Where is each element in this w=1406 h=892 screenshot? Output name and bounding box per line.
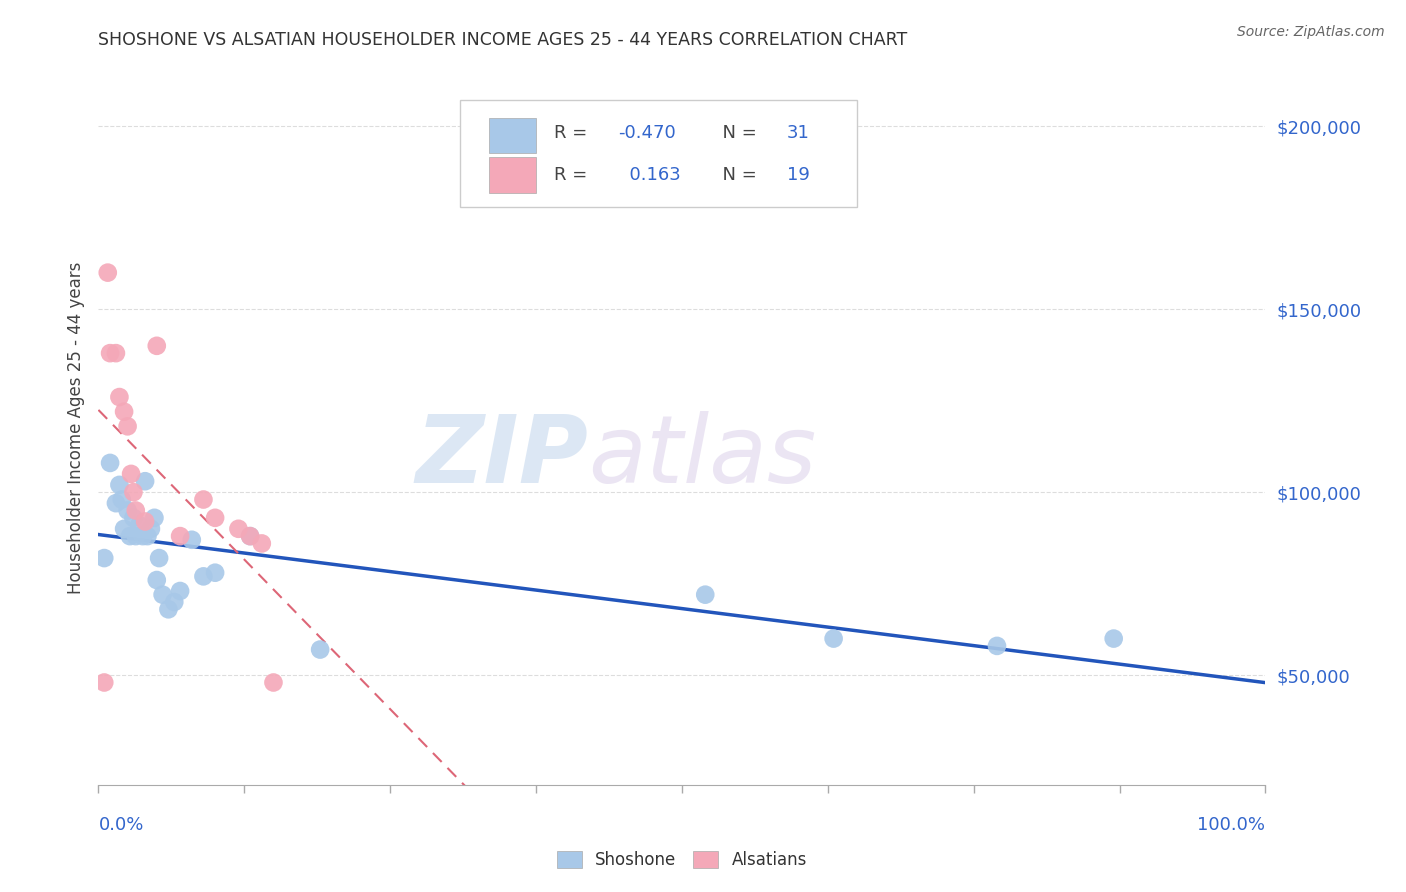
Point bbox=[111, 492, 134, 507]
Point bbox=[132, 529, 155, 543]
Point bbox=[93, 551, 115, 566]
Point bbox=[146, 573, 169, 587]
FancyBboxPatch shape bbox=[489, 157, 536, 193]
Point bbox=[139, 522, 162, 536]
Point bbox=[180, 533, 202, 547]
Point bbox=[125, 529, 148, 543]
Text: 100.0%: 100.0% bbox=[1198, 816, 1265, 834]
Point bbox=[112, 405, 135, 419]
Point bbox=[239, 529, 262, 543]
Point bbox=[169, 584, 191, 599]
Text: SHOSHONE VS ALSATIAN HOUSEHOLDER INCOME AGES 25 - 44 YEARS CORRELATION CHART: SHOSHONE VS ALSATIAN HOUSEHOLDER INCOME … bbox=[98, 31, 908, 49]
Point bbox=[120, 467, 142, 481]
Text: ZIP: ZIP bbox=[416, 410, 589, 503]
Point bbox=[98, 456, 121, 470]
Point bbox=[228, 522, 250, 536]
Text: N =: N = bbox=[711, 125, 762, 143]
Point bbox=[204, 566, 226, 580]
Point bbox=[122, 485, 145, 500]
Point bbox=[112, 522, 135, 536]
Text: Source: ZipAtlas.com: Source: ZipAtlas.com bbox=[1237, 25, 1385, 39]
Text: 0.163: 0.163 bbox=[617, 166, 681, 184]
Point bbox=[193, 492, 215, 507]
Point bbox=[250, 536, 273, 550]
Point bbox=[98, 346, 121, 360]
Point bbox=[117, 419, 139, 434]
Point bbox=[695, 588, 717, 602]
Point bbox=[169, 529, 191, 543]
Point bbox=[239, 529, 262, 543]
Point bbox=[986, 639, 1008, 653]
Point bbox=[128, 518, 150, 533]
Y-axis label: Householder Income Ages 25 - 44 years: Householder Income Ages 25 - 44 years bbox=[66, 262, 84, 594]
Point bbox=[152, 588, 174, 602]
Text: 31: 31 bbox=[787, 125, 810, 143]
Point bbox=[118, 529, 141, 543]
Point bbox=[108, 478, 131, 492]
Point bbox=[262, 675, 284, 690]
Point bbox=[93, 675, 115, 690]
Point bbox=[157, 602, 180, 616]
Point bbox=[163, 595, 186, 609]
Text: 0.0%: 0.0% bbox=[98, 816, 143, 834]
Point bbox=[136, 529, 159, 543]
Point bbox=[122, 511, 145, 525]
Point bbox=[193, 569, 215, 583]
Legend: Shoshone, Alsatians: Shoshone, Alsatians bbox=[557, 851, 807, 870]
Point bbox=[108, 390, 131, 404]
Point bbox=[823, 632, 845, 646]
Text: R =: R = bbox=[554, 125, 592, 143]
Text: -0.470: -0.470 bbox=[617, 125, 675, 143]
FancyBboxPatch shape bbox=[460, 100, 856, 207]
Point bbox=[125, 503, 148, 517]
Point bbox=[1102, 632, 1125, 646]
Point bbox=[134, 474, 156, 488]
Point bbox=[204, 511, 226, 525]
Point bbox=[117, 503, 139, 517]
Text: N =: N = bbox=[711, 166, 762, 184]
Point bbox=[143, 511, 166, 525]
FancyBboxPatch shape bbox=[489, 118, 536, 153]
Point bbox=[146, 339, 169, 353]
Point bbox=[134, 515, 156, 529]
Point bbox=[97, 266, 120, 280]
Point bbox=[309, 642, 332, 657]
Point bbox=[104, 346, 127, 360]
Text: 19: 19 bbox=[787, 166, 810, 184]
Text: R =: R = bbox=[554, 166, 592, 184]
Point bbox=[104, 496, 127, 510]
Point bbox=[148, 551, 170, 566]
Text: atlas: atlas bbox=[589, 411, 817, 502]
